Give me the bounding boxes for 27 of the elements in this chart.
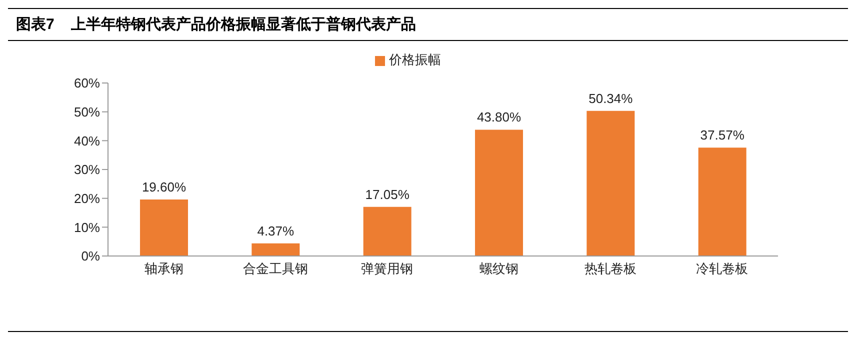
bar xyxy=(698,148,746,256)
y-tick-label: 20% xyxy=(74,190,100,206)
y-tick-label: 50% xyxy=(74,104,100,120)
x-tick-label: 螺纹钢 xyxy=(479,261,518,276)
x-tick-label: 冷轧卷板 xyxy=(696,261,748,276)
bar xyxy=(140,199,188,256)
data-label: 17.05% xyxy=(365,186,410,202)
x-tick-label: 合金工具钢 xyxy=(243,261,308,276)
x-tick-label: 热轧卷板 xyxy=(584,261,636,276)
y-tick-label: 0% xyxy=(81,248,100,264)
bar xyxy=(363,206,412,256)
x-tick-label: 轴承钢 xyxy=(144,261,184,276)
data-label: 37.57% xyxy=(700,128,745,143)
y-tick-label: 40% xyxy=(74,133,100,148)
data-label: 43.80% xyxy=(476,110,522,125)
y-tick-label: 60% xyxy=(74,76,100,91)
bar xyxy=(252,243,300,256)
x-tick-label: 弹簧用钢 xyxy=(361,261,414,276)
bar xyxy=(475,130,523,256)
chart-title: 图表7 上半年特钢代表产品价格振幅显著低于普钢代表产品 xyxy=(8,8,848,41)
y-tick-label: 10% xyxy=(74,220,100,235)
data-label: 50.34% xyxy=(588,90,634,106)
legend-label: 价格振幅 xyxy=(389,52,441,67)
data-label: 4.37% xyxy=(257,223,295,238)
y-tick-label: 30% xyxy=(74,162,100,178)
bar xyxy=(586,110,635,256)
data-label: 19.60% xyxy=(142,179,186,194)
